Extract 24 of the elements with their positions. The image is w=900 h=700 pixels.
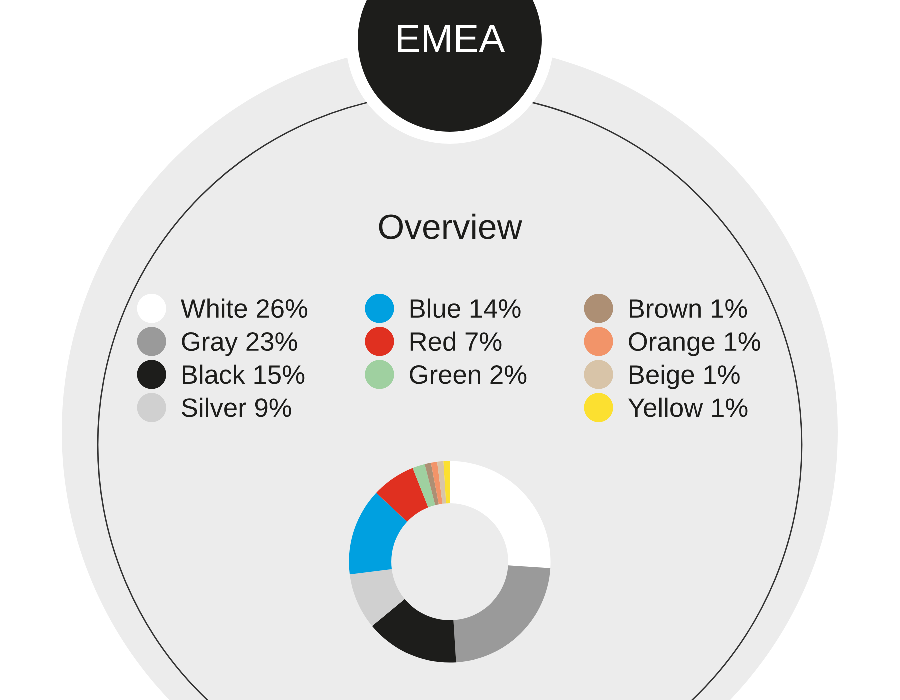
donut-slice: [450, 461, 551, 568]
chart-subtitle: Overview: [379, 214, 522, 240]
donut-slice: [372, 599, 456, 663]
donut-slice: [412, 464, 436, 508]
donut-slice: [424, 462, 440, 506]
donut-slice: [376, 468, 428, 522]
legend-label: White 26%: [181, 298, 308, 318]
legend-label: Black 15%: [183, 364, 305, 384]
donut-slice: [350, 569, 405, 626]
donut-slice: [431, 462, 443, 505]
donut-slice: [444, 461, 450, 504]
donut-slice: [349, 493, 408, 575]
legend-label: Gray 23%: [182, 332, 298, 356]
legend-label: Brown 1%: [630, 300, 748, 318]
legend-label: Yellow 1%: [628, 398, 748, 418]
chart-title: EMEA: [398, 25, 506, 52]
legend-label: Silver 9%: [182, 398, 292, 418]
legend-label: Blue 14%: [410, 298, 521, 318]
legend-label: Beige 1%: [630, 364, 740, 390]
donut-slice: [454, 566, 551, 663]
legend-label: Red 7%: [410, 332, 502, 352]
donut-slice: [437, 461, 446, 504]
legend-label: Green 2%: [410, 366, 527, 384]
legend-label: Orange 1%: [629, 332, 760, 356]
